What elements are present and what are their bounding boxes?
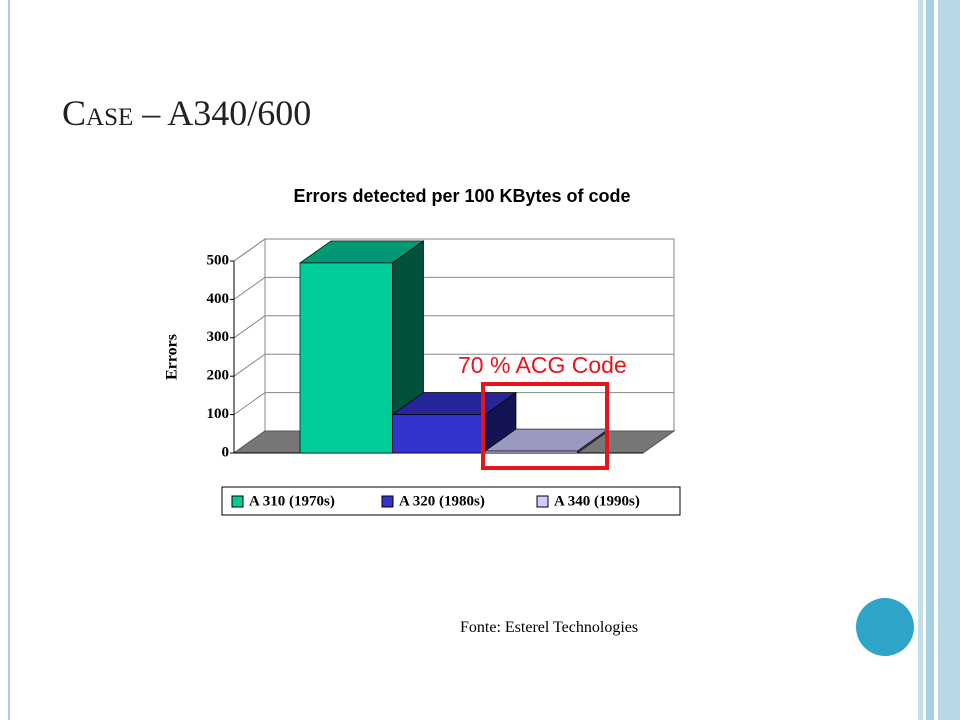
slide-title: Case – A340/600 [62, 93, 311, 133]
legend-label: A 340 (1990s) [554, 493, 640, 509]
y-tick-label: 500 [207, 252, 230, 268]
legend-swatch [381, 495, 394, 508]
legend-swatch [231, 495, 244, 508]
y-tick-label: 0 [222, 444, 230, 460]
chart: Errors detected per 100 KBytes of code E… [164, 186, 681, 516]
y-tick-label: 300 [207, 329, 230, 345]
y-axis-label: Errors [164, 334, 181, 380]
y-tick-label: 400 [207, 291, 230, 307]
annotation-box [481, 382, 609, 470]
source: Fonte: Esterel Technologies [460, 619, 638, 636]
grid-line [233, 353, 674, 377]
stripe [918, 0, 923, 720]
bar [392, 414, 486, 454]
chart-title: Errors detected per 100 KBytes of code [293, 186, 630, 206]
y-tick-label: 100 [207, 406, 230, 422]
bar [484, 450, 578, 454]
back-wall [233, 238, 266, 454]
grid-line [233, 276, 674, 300]
grid-line [233, 315, 674, 339]
legend-label: A 320 (1980s) [399, 493, 485, 509]
annotation: 70 % ACG Code [458, 352, 627, 378]
grid-line [233, 238, 674, 262]
decor-circle [856, 598, 914, 656]
bar [299, 262, 393, 454]
legend-box [221, 486, 681, 516]
stripe [938, 0, 960, 720]
stripe [926, 0, 934, 720]
legend-swatch [536, 495, 549, 508]
legend-label: A 310 (1970s) [249, 493, 335, 509]
y-tick-label: 200 [207, 368, 230, 384]
grid-line [233, 392, 674, 416]
